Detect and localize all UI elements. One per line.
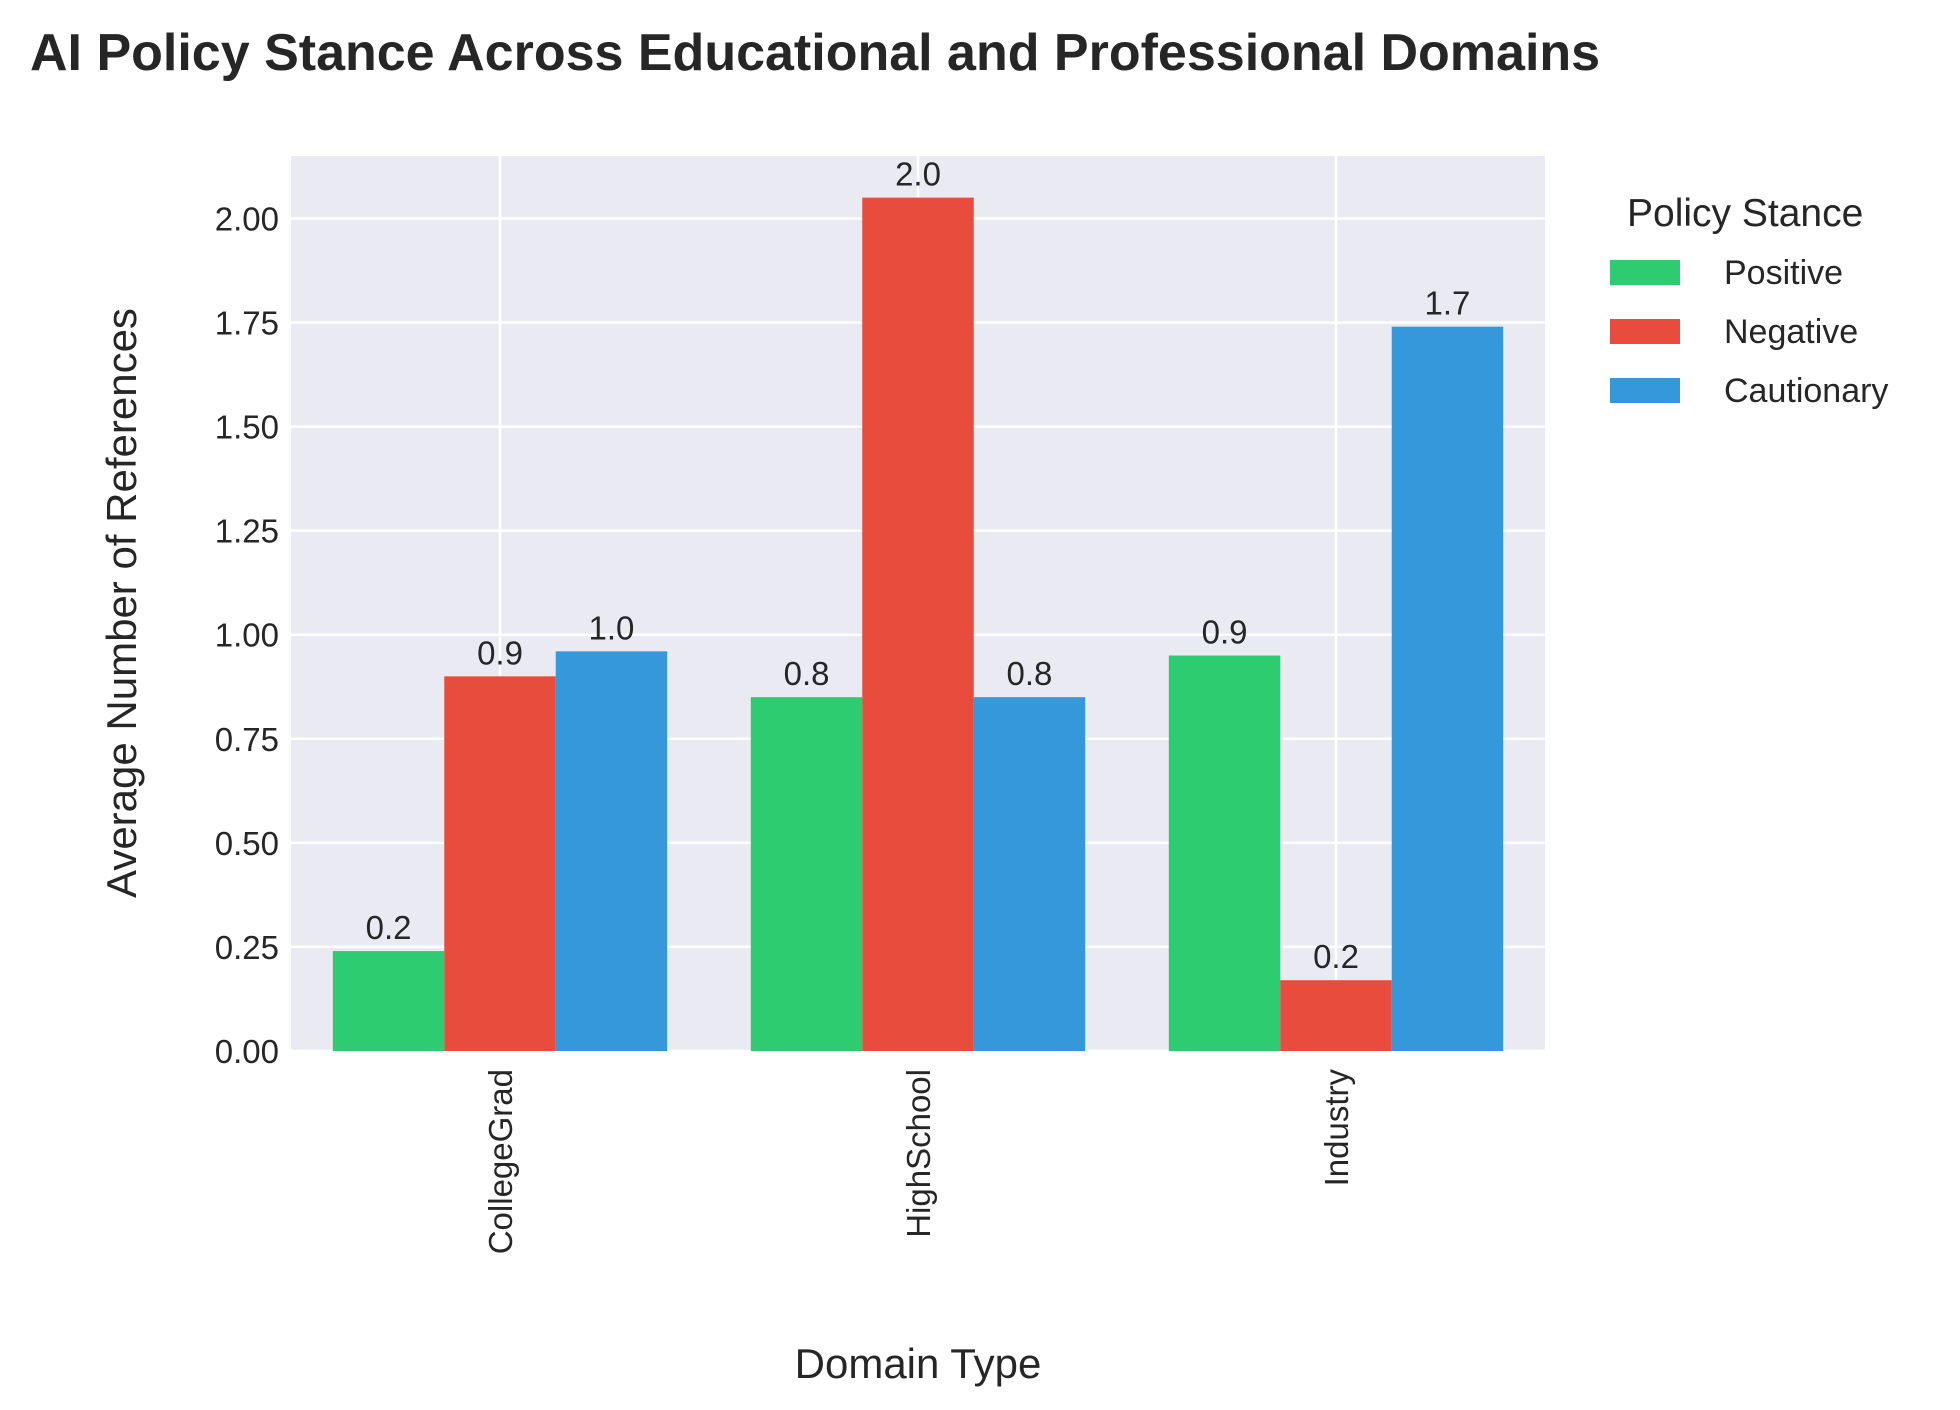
legend: Policy Stance Positive Negative Cautionary [1610,192,1888,410]
x-tick-label: Industry [1318,1069,1355,1187]
y-tick-label: 0.25 [215,929,279,966]
legend-items: Positive Negative Cautionary [1610,254,1888,410]
chart-title: AI Policy Stance Across Educational and … [30,24,1600,82]
legend-swatch-cautionary [1610,378,1680,403]
data-label: 2.0 [895,156,941,193]
y-tick-label: 1.75 [215,305,279,342]
legend-label-cautionary: Cautionary [1724,372,1888,410]
x-axis-label: Domain Type [795,1340,1042,1387]
data-label: 0.9 [1202,614,1248,651]
legend-swatch-positive [1610,260,1680,285]
bar-negative [444,676,556,1051]
bar-positive [1168,655,1281,1051]
y-tick-label: 0.50 [215,825,279,862]
y-tick-label: 1.00 [215,617,279,654]
data-label: 0.9 [477,634,523,671]
bars [332,197,1504,1051]
bar-negative [1280,980,1392,1051]
bar-positive [750,697,863,1051]
x-axis-ticks: CollegeGrad HighSchool Industry [482,1069,1355,1255]
bar-cautionary [555,651,668,1051]
y-tick-label: 0.75 [215,721,279,758]
data-labels: 0.2 0.8 0.9 0.9 2.0 0.2 1.0 0.8 1.7 [366,156,1471,976]
data-label: 0.8 [1007,655,1053,692]
bar-cautionary [973,697,1086,1051]
y-tick-label: 2.00 [215,200,279,237]
y-tick-label: 1.25 [215,513,279,550]
legend-swatch-negative [1610,319,1680,344]
y-tick-label: 0.00 [215,1033,279,1070]
bar-positive [332,951,445,1051]
y-tick-label: 1.50 [215,409,279,446]
data-label: 1.7 [1425,285,1471,322]
y-axis-label: Average Number of References [98,308,145,898]
x-tick-label: CollegeGrad [482,1069,519,1254]
legend-label-positive: Positive [1724,254,1843,292]
bar-negative [862,197,974,1051]
legend-label-negative: Negative [1724,313,1858,351]
data-label: 0.2 [366,909,412,946]
data-label: 0.2 [1313,938,1359,975]
data-label: 0.8 [784,655,830,692]
legend-title: Policy Stance [1627,192,1863,235]
y-axis-ticks: 0.00 0.25 0.50 0.75 1.00 1.25 1.50 1.75 2.00 [215,200,279,1070]
data-label: 1.0 [589,609,635,646]
x-tick-label: HighSchool [900,1069,937,1238]
bar-cautionary [1391,326,1504,1051]
